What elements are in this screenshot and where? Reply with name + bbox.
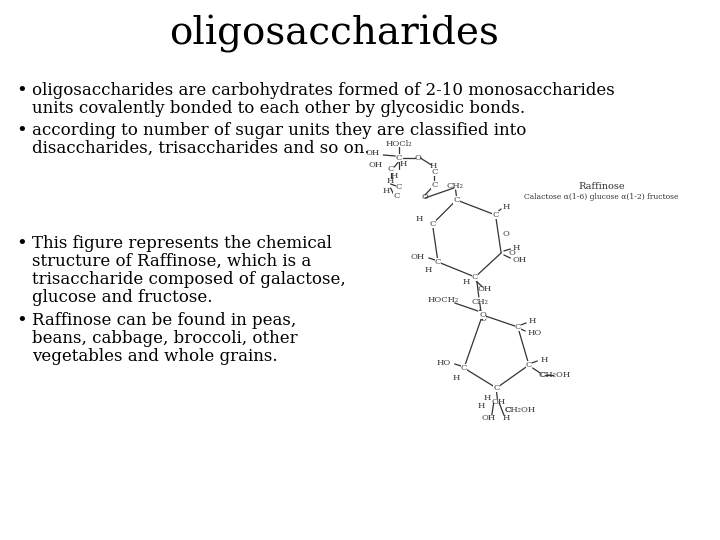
Text: C: C <box>492 211 499 219</box>
Text: H: H <box>382 187 390 195</box>
Text: C: C <box>393 192 400 200</box>
Text: O: O <box>508 249 516 257</box>
Text: Calactose α(1-6) glucose α(1-2) fructose: Calactose α(1-6) glucose α(1-2) fructose <box>524 193 678 201</box>
Text: OH: OH <box>410 253 425 261</box>
Text: H: H <box>430 162 437 170</box>
Text: C: C <box>387 165 394 173</box>
Text: CH₂: CH₂ <box>446 182 463 190</box>
Text: structure of Raffinose, which is a: structure of Raffinose, which is a <box>32 253 312 270</box>
Text: C: C <box>396 154 402 162</box>
Text: HO: HO <box>437 359 451 367</box>
Text: H: H <box>512 244 520 252</box>
Text: OH: OH <box>512 256 526 264</box>
Text: H: H <box>400 160 408 168</box>
Text: •: • <box>17 312 27 330</box>
Text: C: C <box>493 384 500 392</box>
Text: C: C <box>472 273 478 281</box>
Text: C: C <box>435 258 441 266</box>
Text: OH: OH <box>477 285 492 293</box>
Text: OH: OH <box>365 149 379 157</box>
Text: C: C <box>396 183 402 191</box>
Text: Raffinose: Raffinose <box>578 182 625 191</box>
Text: Raffinose can be found in peas,: Raffinose can be found in peas, <box>32 312 297 329</box>
Text: C: C <box>454 196 460 204</box>
Text: H: H <box>540 356 547 364</box>
Text: HO: HO <box>527 329 541 337</box>
Text: H: H <box>503 203 510 211</box>
Text: C: C <box>526 361 532 369</box>
Text: OH: OH <box>482 414 496 422</box>
Text: H: H <box>415 215 423 223</box>
Text: disaccharides, trisaccharides and so on.: disaccharides, trisaccharides and so on. <box>32 140 370 157</box>
Text: oligosaccharides are carbohydrates formed of 2-10 monosaccharides: oligosaccharides are carbohydrates forme… <box>32 82 615 99</box>
Text: CH₂: CH₂ <box>472 298 488 306</box>
Text: HOCl₂: HOCl₂ <box>386 140 413 148</box>
Text: O: O <box>479 311 486 319</box>
Text: •: • <box>17 235 27 253</box>
Text: H: H <box>425 266 433 274</box>
Text: •: • <box>17 122 27 140</box>
Text: O: O <box>503 230 509 238</box>
Text: H: H <box>462 278 469 286</box>
Text: C: C <box>505 406 510 414</box>
Text: H: H <box>387 177 395 185</box>
Text: vegetables and whole grains.: vegetables and whole grains. <box>32 348 278 365</box>
Text: C: C <box>461 364 467 372</box>
Text: O: O <box>414 154 421 162</box>
Text: C: C <box>429 220 436 228</box>
Text: C: C <box>515 323 521 331</box>
Text: •: • <box>17 82 27 100</box>
Text: O: O <box>479 315 486 323</box>
Text: This figure represents the chemical: This figure represents the chemical <box>32 235 333 252</box>
Text: glucose and fructose.: glucose and fructose. <box>32 289 213 306</box>
Text: O: O <box>422 193 428 201</box>
Text: C: C <box>492 211 499 219</box>
Text: C: C <box>539 371 545 379</box>
Text: CH₂OH: CH₂OH <box>539 371 570 379</box>
Text: OH: OH <box>491 398 505 406</box>
Text: H: H <box>502 414 510 422</box>
Text: CH₂OH: CH₂OH <box>505 406 536 414</box>
Text: H: H <box>478 402 485 410</box>
Text: according to number of sugar units they are classified into: according to number of sugar units they … <box>32 122 527 139</box>
Text: oligosaccharides: oligosaccharides <box>169 15 499 53</box>
Text: units covalently bonded to each other by glycosidic bonds.: units covalently bonded to each other by… <box>32 100 526 117</box>
Text: H: H <box>484 394 491 402</box>
Text: HOCH₂: HOCH₂ <box>428 296 459 304</box>
Text: C: C <box>431 181 438 189</box>
Text: OH: OH <box>369 161 383 169</box>
Text: H: H <box>391 172 398 180</box>
Text: H: H <box>529 317 536 325</box>
Text: trisaccharide composed of galactose,: trisaccharide composed of galactose, <box>32 271 346 288</box>
Text: beans, cabbage, broccoli, other: beans, cabbage, broccoli, other <box>32 330 298 347</box>
Text: C: C <box>431 168 438 176</box>
Text: H: H <box>453 374 460 382</box>
